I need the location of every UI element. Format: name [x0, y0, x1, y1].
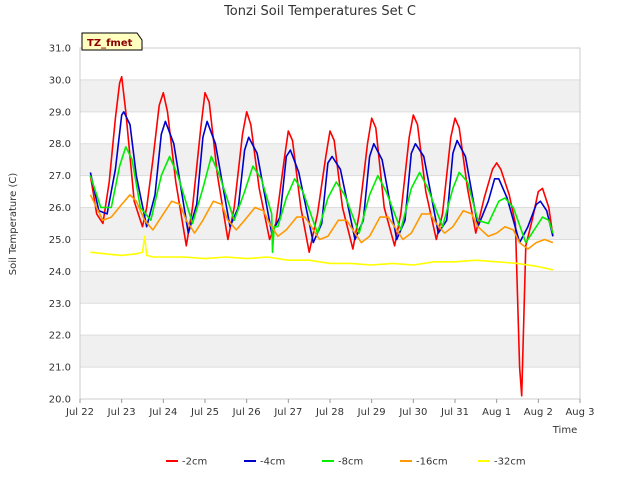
- y-tick-label: 22.0: [49, 331, 71, 342]
- y-tick-label: 25.0: [49, 235, 71, 246]
- x-tick-label: Jul 26: [232, 407, 261, 418]
- y-tick-label: 21.0: [49, 363, 71, 374]
- series-lines: [89, 75, 554, 397]
- legend-label: -8cm: [338, 457, 363, 468]
- legend-label: -4cm: [260, 457, 285, 468]
- background-band: [80, 335, 580, 368]
- x-axis-label: Time: [552, 425, 577, 436]
- legend: -2cm -4cm -8cm -16cm -32cm: [166, 457, 526, 468]
- x-axis-ticks: Jul 22 Jul 23 Jul 24 Jul 25 Jul 26 Jul 27 Jul …: [65, 399, 595, 418]
- series-line-32cmcm: [90, 235, 554, 271]
- y-tick-label: 29.0: [49, 107, 71, 118]
- legend-label: -2cm: [182, 457, 207, 468]
- x-tick-label: Jul 28: [315, 407, 344, 418]
- series-line-2cmcm: [89, 75, 554, 397]
- y-tick-label: 24.0: [49, 267, 71, 278]
- x-tick-label: Aug 1: [482, 407, 511, 418]
- series-line-4cmcm: [89, 111, 554, 244]
- y-tick-label: 26.0: [49, 203, 71, 214]
- x-tick-label: Aug 2: [524, 407, 553, 418]
- background-band: [80, 79, 580, 112]
- plot-background-bands: [80, 79, 580, 368]
- station-tag-label: TZ_fmet: [87, 38, 133, 49]
- y-tick-label: 28.0: [49, 139, 71, 150]
- x-tick-label: Jul 24: [148, 407, 177, 418]
- background-band: [80, 207, 580, 240]
- series-line-16cmcm: [89, 194, 554, 250]
- series-line-8cmcm: [89, 146, 554, 253]
- x-tick-label: Jul 22: [65, 407, 94, 418]
- x-tick-label: Jul 29: [357, 407, 386, 418]
- y-tick-label: 31.0: [49, 44, 71, 55]
- chart-title: Tonzi Soil Temperatures Set C: [223, 4, 416, 19]
- station-tag-box: [81, 32, 143, 51]
- y-tick-label: 23.0: [49, 299, 71, 310]
- x-tick-label: Jul 31: [440, 407, 469, 418]
- x-tick-label: Jul 23: [107, 407, 136, 418]
- y-tick-label: 20.0: [49, 395, 71, 406]
- legend-label: -16cm: [416, 457, 448, 468]
- x-tick-label: Aug 3: [565, 407, 594, 418]
- station-tag: TZ_fmet: [81, 32, 143, 51]
- y-axis-label: Soil Temperature (C): [8, 173, 19, 276]
- x-tick-label: Jul 25: [190, 407, 219, 418]
- x-tick-label: Jul 30: [398, 407, 427, 418]
- x-tick-label: Jul 27: [273, 407, 302, 418]
- y-axis-ticks: 20.0 21.0 22.0 23.0 24.0 25.0 26.0 27.0 28.0 29.0…: [49, 44, 71, 406]
- background-band: [80, 271, 580, 304]
- y-tick-label: 27.0: [49, 171, 71, 182]
- legend-label: -32cm: [494, 457, 526, 468]
- horizontal-gridlines: [80, 47, 580, 400]
- y-tick-label: 30.0: [49, 75, 71, 86]
